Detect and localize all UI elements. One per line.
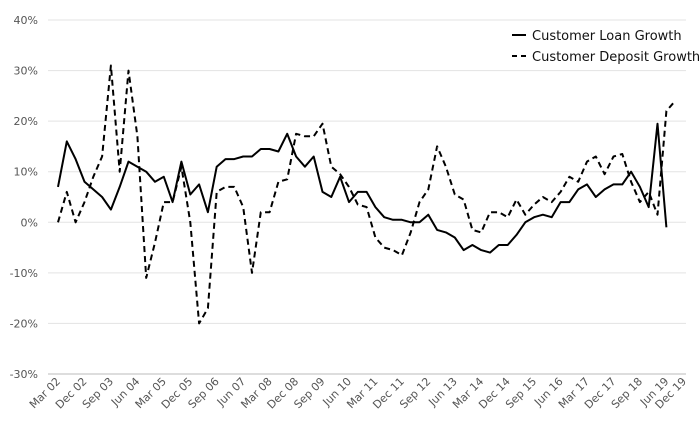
y-tick-label: -30% xyxy=(10,368,38,381)
gridlines xyxy=(48,19,686,375)
legend-item-loan: Customer Loan Growth xyxy=(512,29,682,44)
legend: Customer Loan Growth Customer Deposit Gr… xyxy=(512,29,700,65)
y-tick-label: 20% xyxy=(14,115,38,128)
series-line-loan-growth xyxy=(57,122,668,254)
y-tick-label: -10% xyxy=(10,267,38,280)
legend-item-deposit: Customer Deposit Growth xyxy=(512,50,700,65)
y-tick-label: 30% xyxy=(14,65,38,78)
y-tick-label: 10% xyxy=(14,166,38,179)
y-tick-label: -20% xyxy=(10,317,38,330)
legend-label-loan: Customer Loan Growth xyxy=(532,29,682,44)
y-axis-tick-labels: 40% 30% 20% 10% 0% -10% -20% -30% xyxy=(10,14,38,381)
y-tick-label: 40% xyxy=(14,14,38,27)
series-line-deposit-growth xyxy=(57,64,676,325)
legend-label-deposit: Customer Deposit Growth xyxy=(532,50,700,65)
series-lines xyxy=(57,64,676,325)
y-tick-label: 0% xyxy=(21,216,38,229)
